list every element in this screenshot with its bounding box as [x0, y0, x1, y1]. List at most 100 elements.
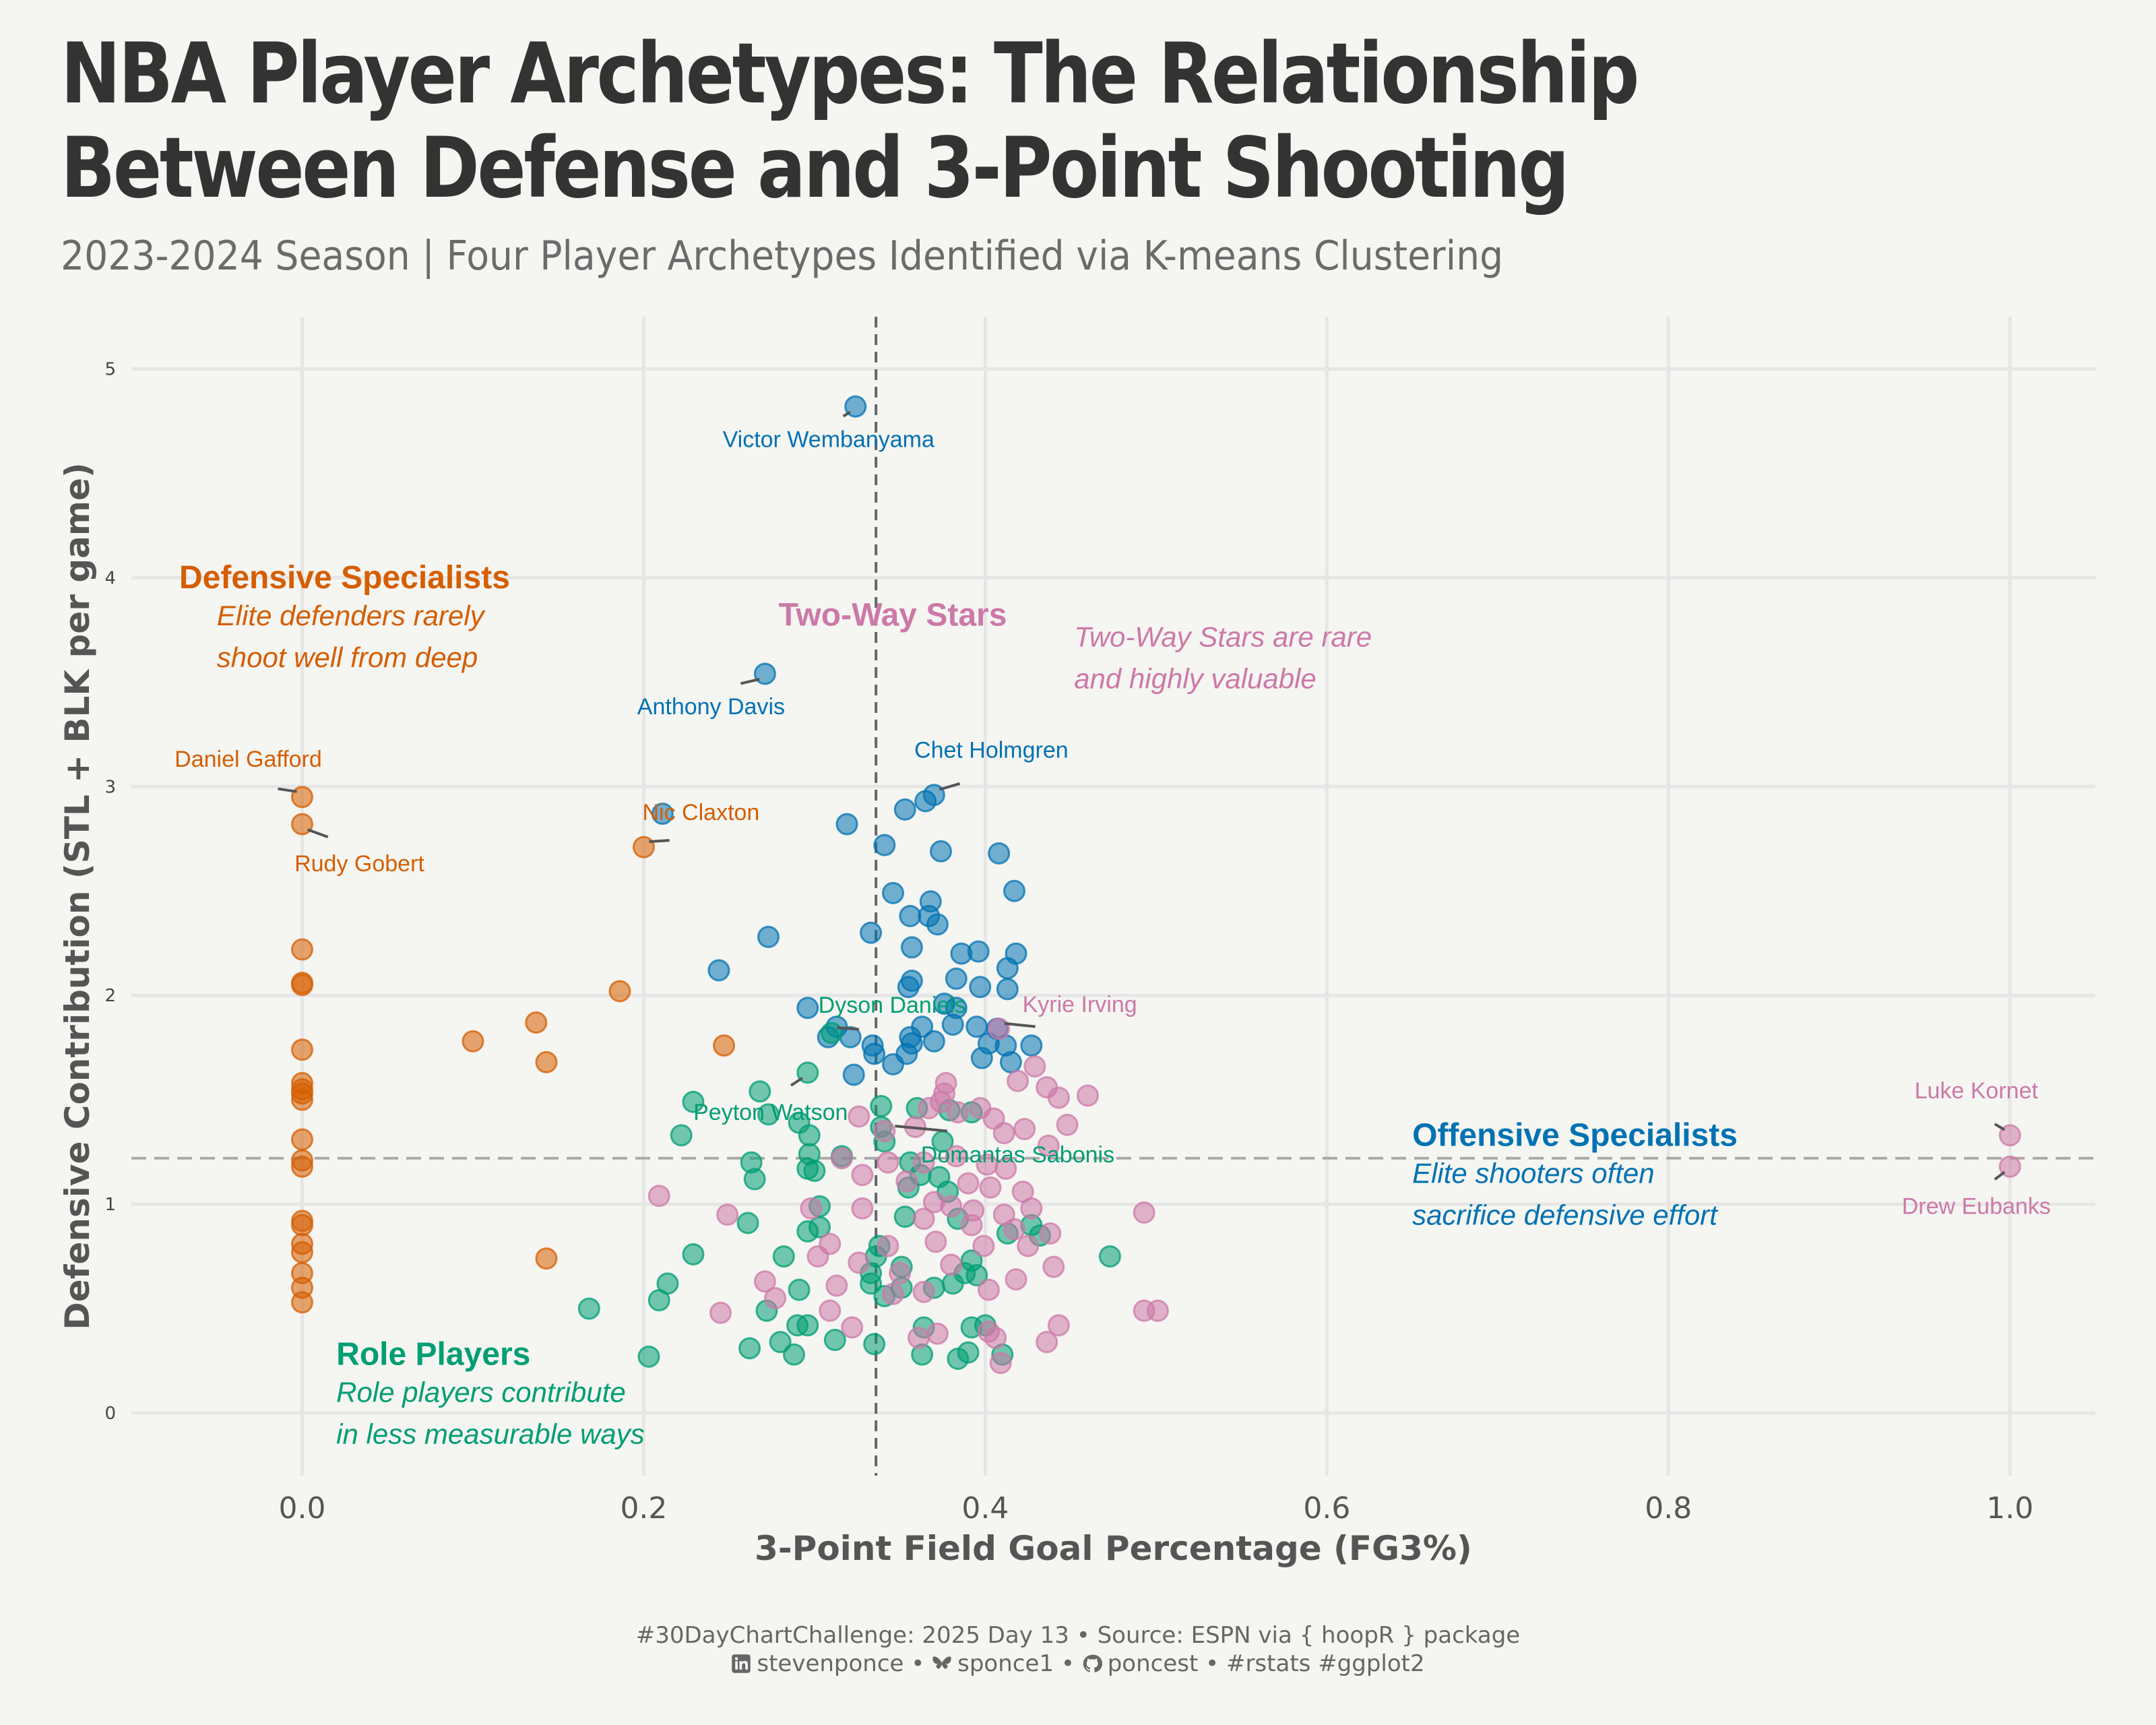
point-offensive-specialists — [882, 881, 905, 904]
point-two-way-stars — [979, 1176, 1002, 1199]
point-two-way-stars — [806, 1245, 829, 1268]
point-two-way-stars — [1003, 1218, 1025, 1241]
separator: • — [903, 1650, 932, 1677]
point-role-players — [798, 1124, 821, 1147]
point-two-way-stars — [1005, 1268, 1027, 1291]
separator: • — [1198, 1650, 1226, 1677]
point-two-way-stars — [940, 1195, 963, 1218]
point-two-way-stars — [1076, 1084, 1099, 1107]
point-offensive-specialists — [988, 842, 1011, 865]
player-label-peyton-watson: Peyton Watson — [693, 1100, 848, 1125]
point-two-way-stars — [992, 1122, 1015, 1145]
point-defensive-specialists — [290, 786, 313, 809]
point-role-players — [957, 1341, 980, 1364]
cluster-note-offensive-specialists: Elite shooters often — [1412, 1157, 1655, 1189]
point-two-way-stars — [647, 1185, 670, 1208]
leader-line — [649, 839, 670, 844]
x-tick-label: 0.0 — [278, 1491, 325, 1526]
point-two-way-stars — [947, 1101, 970, 1124]
point-offensive-specialists — [835, 813, 858, 836]
point-defensive-specialists — [535, 1247, 558, 1270]
leader-line — [939, 782, 961, 791]
point-role-players — [670, 1124, 693, 1147]
point-role-players — [863, 1333, 886, 1356]
point-two-way-stars — [841, 1316, 864, 1339]
player-label-nic-claxton: Nic Claxton — [643, 800, 760, 825]
bluesky-icon — [932, 1656, 951, 1669]
chart-subtitle: 2023-2024 Season | Four Player Archetype… — [61, 232, 1504, 280]
point-two-way-stars — [716, 1203, 739, 1226]
point-two-way-stars — [989, 1352, 1012, 1375]
point-offensive-specialists — [967, 940, 990, 963]
point-offensive-specialists — [873, 834, 896, 856]
cluster-title-defensive-specialists: Defensive Specialists — [179, 560, 510, 596]
point-role-players — [820, 1022, 843, 1044]
point-offensive-specialists — [1020, 1034, 1043, 1057]
point-two-way-stars — [825, 1274, 848, 1297]
y-axis-title: Defensive Contribution (STL + BLK per ga… — [58, 462, 97, 1329]
point-two-way-stars — [1133, 1201, 1155, 1224]
point-two-way-stars — [709, 1301, 732, 1324]
cluster-note-offensive-specialists: sacrifice defensive effort — [1412, 1199, 1719, 1230]
github-handle[interactable]: poncest — [1107, 1650, 1199, 1677]
point-offensive-specialists — [945, 967, 968, 990]
point-offensive-specialists — [757, 925, 780, 948]
point-defensive-specialists — [290, 1155, 313, 1178]
chart-title: NBA Player Archetypes: The Relationship … — [61, 26, 1639, 217]
leader-line — [278, 787, 297, 793]
point-two-way-stars — [895, 1170, 918, 1193]
point-role-players — [796, 1061, 819, 1084]
point-two-way-stars — [934, 1071, 957, 1094]
point-two-way-stars — [848, 1105, 870, 1128]
point-two-way-stars — [984, 1326, 1007, 1349]
point-two-way-stars — [924, 1230, 947, 1253]
point-two-way-stars — [945, 1145, 968, 1168]
point-role-players — [757, 1103, 780, 1126]
point-two-way-stars — [977, 1278, 1000, 1301]
leader-line — [842, 410, 851, 418]
leader-line — [790, 1077, 803, 1087]
point-two-way-stars — [830, 1147, 853, 1170]
point-two-way-stars — [994, 1157, 1017, 1180]
point-defensive-specialists — [632, 836, 655, 858]
point-offensive-specialists — [996, 957, 1019, 980]
cluster-title-two-way-stars: Two-Way Stars — [779, 598, 1007, 633]
point-offensive-specialists — [893, 798, 916, 821]
point-two-way-stars — [882, 1282, 905, 1305]
bluesky-handle[interactable]: sponce1 — [957, 1650, 1054, 1677]
point-defensive-specialists — [290, 938, 313, 961]
point-offensive-specialists — [926, 913, 949, 936]
point-offensive-specialists — [863, 1042, 886, 1065]
scatter-chart: 0.0 0.2 0.4 0.6 0.8 1.0 0 1 2 3 4 5 3-Point Field Go… — [58, 317, 2095, 1568]
point-role-players — [788, 1278, 811, 1301]
player-label-drew-eubanks: Drew Eubanks — [1902, 1193, 2051, 1219]
leader-line — [307, 828, 329, 838]
player-label-rudy-gobert: Rudy Gobert — [294, 851, 424, 877]
point-offensive-specialists — [900, 936, 923, 959]
cluster-title-role-players: Role Players — [336, 1337, 530, 1373]
point-two-way-stars — [873, 1120, 896, 1143]
y-tick-label: 0 — [104, 1404, 116, 1424]
point-two-way-stars — [1056, 1113, 1079, 1136]
point-role-players — [893, 1205, 916, 1228]
point-offensive-specialists — [996, 978, 1019, 1001]
separator: • — [1054, 1650, 1082, 1677]
point-offensive-specialists — [1003, 879, 1025, 902]
point-offensive-specialists — [922, 1030, 945, 1053]
point-two-way-stars — [908, 1326, 930, 1349]
point-two-way-stars — [926, 1322, 949, 1345]
point-two-way-stars — [753, 1270, 776, 1293]
point-two-way-stars — [1013, 1118, 1036, 1141]
point-role-players — [647, 1289, 670, 1312]
point-two-way-stars — [1047, 1314, 1070, 1337]
player-label-dyson-daniels: Dyson Daniels — [819, 993, 966, 1018]
point-role-players — [772, 1245, 795, 1268]
caption-line-2: stevenponce • sponce1 • poncest • #rstat… — [0, 1650, 2156, 1678]
y-tick-label: 3 — [104, 777, 116, 797]
point-role-players — [860, 1272, 883, 1295]
point-defensive-specialists — [290, 1128, 313, 1151]
linkedin-handle[interactable]: stevenponce — [757, 1650, 904, 1677]
point-two-way-stars — [1042, 1255, 1065, 1278]
point-offensive-specialists — [844, 395, 867, 418]
point-two-way-stars — [1023, 1055, 1046, 1078]
